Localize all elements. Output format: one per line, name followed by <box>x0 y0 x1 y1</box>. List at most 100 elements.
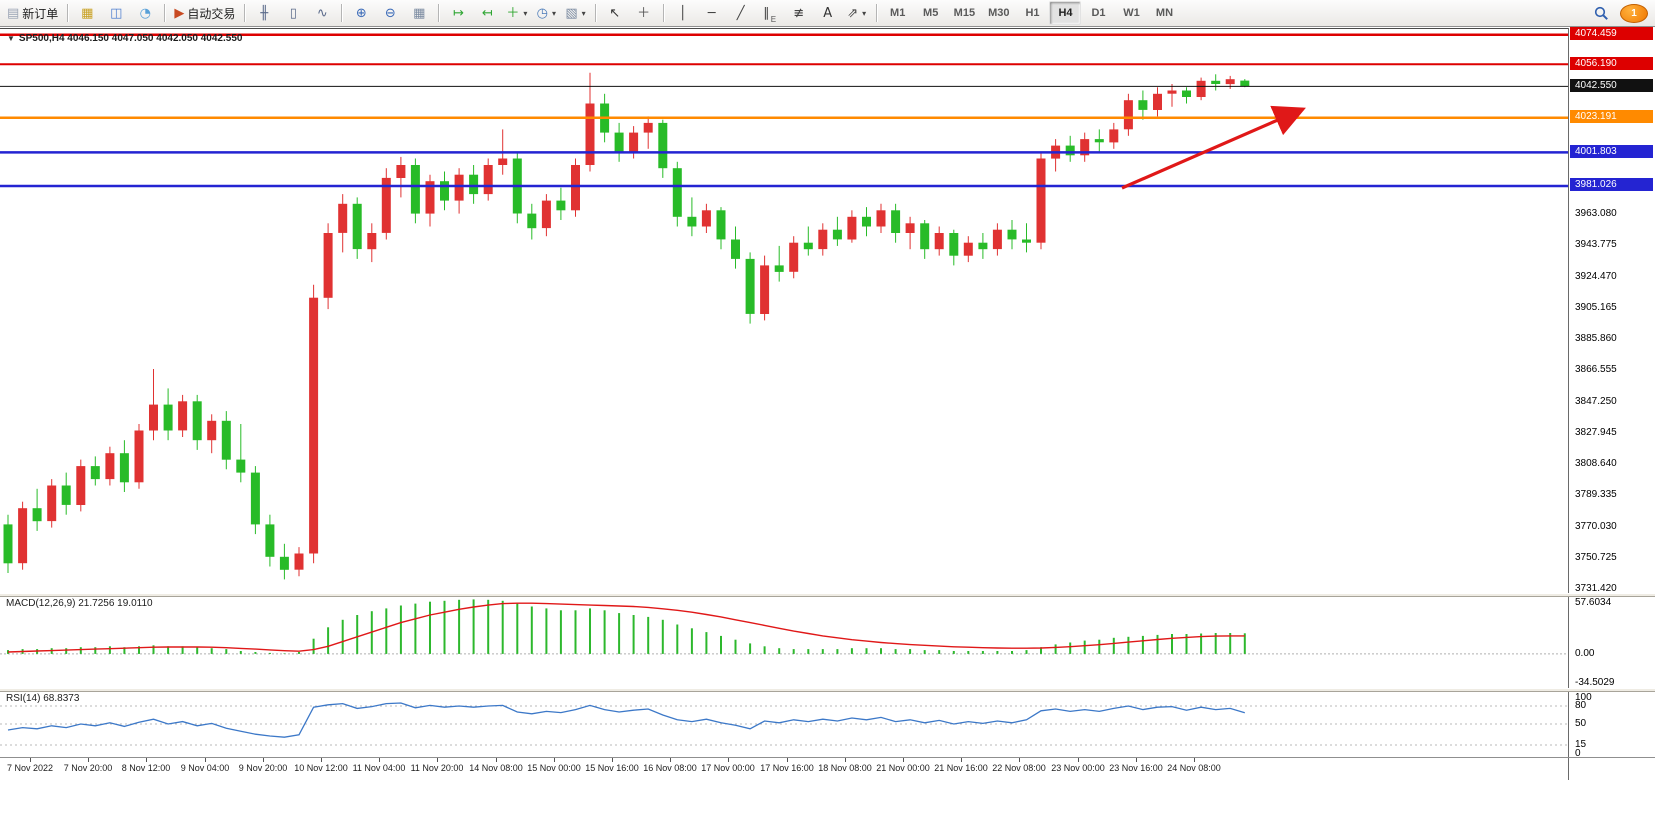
time-tick <box>787 758 788 762</box>
trendline-icon: ╱ <box>736 5 745 21</box>
panel-separator[interactable] <box>0 688 1655 692</box>
cursor-button[interactable]: ↖ <box>601 1 629 25</box>
rsi-panel[interactable]: RSI(14) 68.8373 <box>0 692 1568 757</box>
price-scale-label: 3731.420 <box>1575 583 1617 594</box>
price-scale-label: 3847.250 <box>1575 396 1617 407</box>
auto-scroll-button[interactable]: ↦ <box>444 1 472 25</box>
auto-scroll-icon: ↦ <box>452 5 464 21</box>
vertical-line-icon: │ <box>678 5 687 21</box>
toolbar-separator <box>67 4 69 22</box>
zoom-in-icon: ⊕ <box>355 5 367 21</box>
time-tick <box>496 758 497 762</box>
arrows-button[interactable]: ⇗ ▾ <box>843 1 871 25</box>
price-axis[interactable]: 3963.080 3943.775 3924.470 3905.165 3885.860… <box>1568 27 1655 780</box>
trendline-button[interactable]: ╱ <box>727 1 755 25</box>
level-price-badge: 4023.191 <box>1570 110 1653 123</box>
time-label: 8 Nov 12:00 <box>121 763 171 773</box>
profiles-button[interactable]: ◫ <box>102 1 130 25</box>
timeframe-m15-button[interactable]: M15 <box>948 1 981 25</box>
timeframe-m5-button[interactable]: M5 <box>915 1 947 25</box>
price-scale-label: 3905.165 <box>1575 302 1617 313</box>
macd-scale-label: 0.00 <box>1575 648 1595 659</box>
zoom-in-button[interactable]: ⊕ <box>347 1 375 25</box>
toolbar-separator <box>341 4 343 22</box>
timeframe-w1-button[interactable]: W1 <box>1115 1 1147 25</box>
templates-button[interactable]: ▧ ▾ <box>561 1 589 25</box>
candlestick-plot[interactable] <box>0 29 1568 594</box>
time-tick <box>728 758 729 762</box>
search-button[interactable] <box>1587 1 1615 25</box>
order-form-icon: ▤ <box>7 5 20 21</box>
time-label: 16 Nov 08:00 <box>643 763 697 773</box>
new-chart-button[interactable]: ▦ <box>73 1 101 25</box>
price-scale-label: 3924.470 <box>1575 271 1617 282</box>
time-axis[interactable]: 7 Nov 2022 7 Nov 20:00 8 Nov 12:00 9 Nov 04… <box>0 758 1568 780</box>
timeframe-h4-button[interactable]: H4 <box>1049 1 1082 25</box>
candle-chart-button[interactable]: ▯ <box>279 1 307 25</box>
refresh-button[interactable]: ◔ <box>131 1 159 25</box>
rsi-scale-label: 100 <box>1575 692 1592 703</box>
time-label: 7 Nov 2022 <box>6 763 54 773</box>
vertical-line-button[interactable]: │ <box>669 1 697 25</box>
chart-shift-icon: ↤ <box>481 5 493 21</box>
channel-button-modifier: E <box>770 15 777 24</box>
time-label: 7 Nov 20:00 <box>63 763 113 773</box>
timeframe-m1-button[interactable]: M1 <box>882 1 914 25</box>
refresh-icon: ◔ <box>139 5 151 21</box>
time-tick <box>321 758 322 762</box>
rsi-scale-label: 80 <box>1575 700 1587 711</box>
search-icon <box>1594 6 1608 20</box>
timeframe-h1-button[interactable]: H1 <box>1016 1 1048 25</box>
time-label: 17 Nov 16:00 <box>760 763 814 773</box>
indicators-button[interactable]: ＋ ▾ <box>502 1 531 25</box>
line-chart-button[interactable]: ∿ <box>308 1 336 25</box>
channel-button[interactable]: ∥ E <box>756 1 784 25</box>
time-label: 14 Nov 08:00 <box>469 763 523 773</box>
rsi-scale-label: 15 <box>1575 739 1587 750</box>
zoom-out-icon: ⊖ <box>384 5 396 21</box>
chart-collapse-icon[interactable]: ▼ <box>7 34 15 43</box>
time-label: 22 Nov 08:00 <box>992 763 1046 773</box>
tile-windows-icon: ▦ <box>413 5 426 21</box>
template-icon: ▧ <box>565 5 578 21</box>
time-tick <box>554 758 555 762</box>
bar-chart-button[interactable]: ╫ <box>250 1 278 25</box>
time-label: 23 Nov 00:00 <box>1051 763 1105 773</box>
clock-icon: ◷ <box>536 5 549 21</box>
tile-windows-button[interactable]: ▦ <box>405 1 433 25</box>
timeframe-m30-button[interactable]: M30 <box>982 1 1015 25</box>
main-toolbar: ▤ 新订单 ▦ ◫ ◔ ▶ 自动交易 ╫ ▯ ∿ ⊕ ⊖ ▦ ↦ ↤ ＋ ▾ ◷ ▾ ▧ ▾ ↖ ＋ │ ─ ╱ ∥ E ≢ A ⇗ ▾ M1 M… <box>0 0 1655 27</box>
main-chart-panel[interactable]: ▼ SP500,H4 4046.150 4047.050 4042.050 40… <box>0 28 1568 594</box>
time-label: 10 Nov 12:00 <box>294 763 348 773</box>
time-label: 9 Nov 20:00 <box>238 763 288 773</box>
zoom-out-button[interactable]: ⊖ <box>376 1 404 25</box>
auto-trading-button[interactable]: ▶ 自动交易 <box>170 1 239 25</box>
notification-badge[interactable]: 1 <box>1620 3 1648 23</box>
fibonacci-button[interactable]: ≢ <box>785 1 813 25</box>
crosshair-icon: ＋ <box>637 5 651 21</box>
crosshair-button[interactable]: ＋ <box>630 1 658 25</box>
macd-panel[interactable]: MACD(12,26,9) 21.7256 19.0110 <box>0 597 1568 688</box>
timeframe-w1-button-label: W1 <box>1123 7 1140 19</box>
price-scale-label: 3770.030 <box>1575 521 1617 532</box>
chart-shift-button[interactable]: ↤ <box>473 1 501 25</box>
horizontal-line-button[interactable]: ─ <box>698 1 726 25</box>
periods-button[interactable]: ◷ ▾ <box>532 1 560 25</box>
timeframe-d1-button[interactable]: D1 <box>1082 1 1114 25</box>
timeframe-mn-button[interactable]: MN <box>1148 1 1180 25</box>
time-tick <box>437 758 438 762</box>
new-order-button-label: 新订单 <box>22 6 59 21</box>
price-scale-label: 3885.860 <box>1575 333 1617 344</box>
timeframe-mn-button-label: MN <box>1155 7 1174 19</box>
chart-title-text: SP500,H4 4046.150 4047.050 4042.050 4042… <box>18 33 243 44</box>
price-scale-label: 3827.945 <box>1575 427 1617 438</box>
text-button[interactable]: A <box>814 1 842 25</box>
panel-separator[interactable] <box>0 593 1655 597</box>
macd-scale-label: -34.5029 <box>1575 677 1615 688</box>
new-order-button[interactable]: ▤ 新订单 <box>3 1 62 25</box>
ohlc-bars-icon: ╫ <box>260 5 269 21</box>
time-tick <box>845 758 846 762</box>
time-label: 15 Nov 16:00 <box>585 763 639 773</box>
time-tick <box>263 758 264 762</box>
